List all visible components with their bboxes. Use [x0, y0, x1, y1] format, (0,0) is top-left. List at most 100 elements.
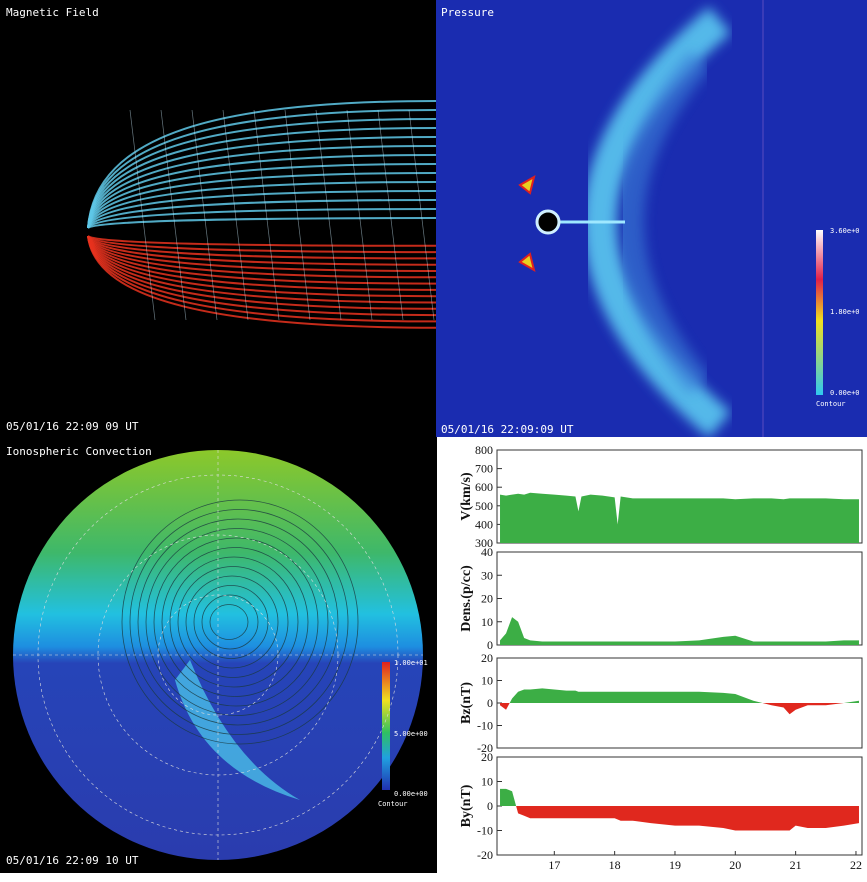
contour — [193, 585, 269, 659]
field-line — [87, 163, 437, 229]
field-grid — [191, 109, 218, 321]
field-line — [87, 181, 437, 229]
y-tick-label: 0 — [487, 638, 493, 652]
contour — [145, 528, 329, 716]
field-line — [87, 208, 437, 229]
contour — [161, 547, 309, 697]
field-line — [87, 190, 437, 229]
pressure-peaks — [518, 174, 536, 273]
field-line — [87, 145, 437, 229]
field-grid — [160, 109, 187, 321]
field-line — [87, 235, 437, 329]
field-line — [87, 235, 437, 279]
field-grid — [284, 109, 311, 321]
panel-title: Ionospheric Convection — [6, 445, 152, 458]
magnetosheath — [616, 50, 711, 395]
contour — [153, 537, 319, 707]
colorbar-label: 0.00e+00 — [394, 790, 428, 798]
y-tick-label: 30 — [481, 568, 493, 582]
field-line — [87, 235, 437, 247]
area — [500, 688, 859, 703]
x-tick-label: 21 — [790, 858, 802, 872]
field-line — [87, 235, 437, 304]
colorbar-label: 1.80e+0 — [830, 308, 860, 316]
y-tick-label: -10 — [477, 719, 493, 733]
y-tick-label: -10 — [477, 824, 493, 838]
time-series-panel: 300 400 500 600 700 800 V(km/s) 0 10 20 30 40 Dens.(… — [437, 437, 867, 873]
area — [500, 617, 859, 645]
colorbar-title: Contour — [816, 400, 846, 408]
contour — [121, 499, 359, 745]
field-line — [87, 235, 437, 272]
y-tick-label: 10 — [481, 674, 493, 688]
y-tick-label: 400 — [475, 517, 493, 531]
timestamp: 05/01/16 22:09 09 UT — [6, 420, 139, 433]
pressure-panel: 3.60e+0 1.80e+0 0.00e+0 Contour Pressure… — [436, 0, 867, 438]
y-axis-label: V(km/s) — [459, 472, 474, 521]
y-tick-label: -20 — [477, 848, 493, 862]
field-line — [87, 235, 437, 317]
field-line — [87, 118, 437, 229]
colorbar — [816, 230, 823, 395]
panel-title: Magnetic Field — [6, 6, 99, 19]
field-grid — [222, 109, 249, 321]
field-line — [87, 199, 437, 229]
field-line — [87, 235, 437, 266]
contour — [129, 509, 349, 735]
field-line — [87, 235, 437, 254]
area — [500, 492, 859, 543]
convection-cell — [175, 660, 300, 800]
colorbar — [382, 662, 390, 790]
field-grid — [346, 109, 373, 321]
y-tick-label: 300 — [475, 536, 493, 550]
y-axis-label: By(nT) — [459, 784, 474, 827]
colorbar-label: 0.00e+0 — [830, 389, 860, 397]
field-line — [87, 235, 437, 298]
field-grid — [253, 109, 280, 321]
y-tick-label: 800 — [475, 443, 493, 457]
x-tick-label: 22 — [850, 858, 862, 872]
y-axis-label: Bz(nT) — [459, 682, 474, 724]
colorbar-title: Contour — [378, 800, 408, 808]
field-line — [87, 100, 437, 229]
plot-frame — [496, 551, 863, 646]
x-tick-label: 17 — [548, 858, 560, 872]
earth — [535, 209, 561, 235]
contour — [169, 556, 299, 688]
y-tick-label: 700 — [475, 462, 493, 476]
field-line — [87, 154, 437, 229]
field-line — [87, 235, 437, 285]
field-line — [87, 235, 437, 291]
contour — [177, 566, 289, 678]
field-grid — [129, 109, 156, 321]
y-tick-label: 20 — [481, 750, 493, 764]
y-tick-label: 40 — [481, 545, 493, 559]
field-line — [87, 217, 437, 229]
colorbar-label: 1.00e+01 — [394, 659, 428, 667]
y-tick-label: 20 — [481, 651, 493, 665]
y-tick-label: 20 — [481, 592, 493, 606]
field-line — [87, 127, 437, 229]
colorbar-label: 5.00e+00 — [394, 730, 428, 738]
y-tick-label: 10 — [481, 775, 493, 789]
timestamp: 05/01/16 22:09 10 UT — [6, 854, 139, 867]
contour — [137, 518, 339, 726]
field-grid — [315, 109, 342, 321]
field-line — [87, 235, 437, 260]
x-tick-label: 20 — [729, 858, 741, 872]
panel-title: Pressure — [441, 6, 494, 19]
contour — [209, 604, 249, 640]
x-tick-label: 18 — [609, 858, 621, 872]
field-line — [87, 136, 437, 229]
y-tick-label: 0 — [487, 799, 493, 813]
ionospheric-panel: 1.00e+01 5.00e+00 0.00e+00 Contour Ionos… — [0, 437, 437, 873]
contour — [201, 594, 259, 650]
field-line — [87, 109, 437, 229]
timestamp: 05/01/16 22:09:09 UT — [441, 423, 574, 436]
magnetic-field-panel: Magnetic Field 05/01/16 22:09 09 UT — [0, 0, 437, 437]
colorbar-label: 3.60e+0 — [830, 227, 860, 235]
y-tick-label: 10 — [481, 615, 493, 629]
x-tick-label: 19 — [669, 858, 681, 872]
